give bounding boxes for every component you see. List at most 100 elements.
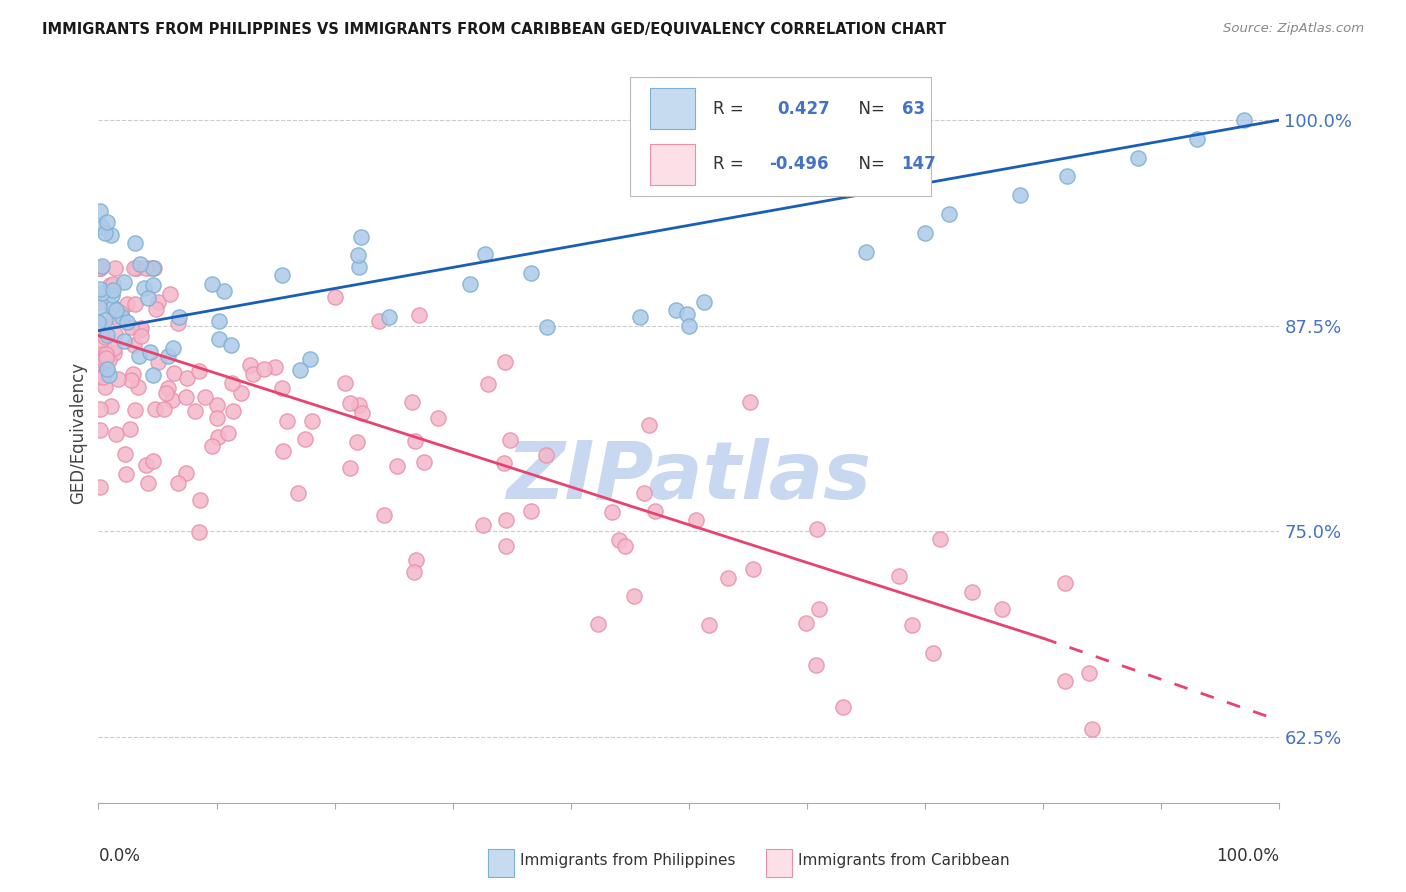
Point [141, 261, 163, 276]
Point [157, 381, 180, 395]
Point [614, 539, 637, 553]
Point [633, 486, 655, 500]
Text: 100.0%: 100.0% [1216, 847, 1279, 865]
Point [114, 447, 136, 461]
Point [120, 373, 142, 387]
Point [157, 349, 180, 363]
Point [174, 466, 197, 480]
Point [738, 395, 761, 409]
Point [239, 358, 262, 372]
Point [1054, 673, 1077, 688]
Point [101, 277, 124, 292]
Point [134, 281, 156, 295]
Point [117, 297, 139, 311]
Point [100, 399, 122, 413]
Point [91, 351, 114, 365]
Point [367, 314, 389, 328]
Point [94, 226, 117, 240]
Point [692, 295, 714, 310]
Point [697, 618, 720, 632]
Point [536, 320, 558, 334]
Point [142, 261, 165, 276]
Point [477, 377, 499, 392]
Point [89, 360, 111, 375]
Point [103, 341, 125, 355]
Point [101, 288, 124, 302]
Point [139, 345, 162, 359]
Point [207, 429, 229, 443]
Point [103, 283, 125, 297]
Point [664, 303, 686, 318]
Point [107, 372, 129, 386]
Point [136, 291, 159, 305]
Point [298, 351, 321, 366]
Point [495, 539, 517, 553]
Point [98, 277, 121, 292]
Point [914, 226, 936, 240]
Point [427, 411, 450, 425]
Point [90, 219, 112, 234]
Point [685, 513, 707, 527]
Point [928, 532, 950, 546]
Point [264, 360, 287, 375]
Point [167, 310, 190, 324]
Point [89, 282, 111, 296]
Point [221, 376, 243, 390]
Point [122, 337, 145, 351]
Point [474, 247, 496, 261]
Text: R =: R = [713, 155, 748, 173]
Y-axis label: GED/Equivalency: GED/Equivalency [69, 361, 87, 504]
Text: N=: N= [848, 155, 890, 173]
Point [346, 434, 368, 449]
Point [135, 261, 157, 276]
Point [335, 376, 357, 390]
Point [96, 214, 118, 228]
Point [110, 306, 132, 320]
Point [887, 569, 910, 583]
Point [190, 493, 212, 508]
Point [118, 422, 141, 436]
Point [794, 615, 817, 630]
Point [127, 380, 149, 394]
Point [142, 277, 165, 292]
Point [623, 589, 645, 603]
Point [413, 454, 436, 468]
Point [499, 433, 522, 447]
Point [124, 297, 146, 311]
Point [103, 346, 125, 360]
Point [401, 395, 423, 409]
Point [124, 236, 146, 251]
Point [200, 439, 222, 453]
Point [991, 601, 1014, 615]
Point [142, 454, 165, 468]
Point [214, 284, 236, 298]
Point [276, 414, 298, 428]
Point [124, 403, 146, 417]
Point [162, 393, 184, 408]
Point [588, 617, 610, 632]
Point [188, 364, 211, 378]
Point [146, 294, 169, 309]
Point [145, 301, 167, 316]
Point [373, 508, 395, 523]
Point [121, 367, 143, 381]
Point [152, 402, 174, 417]
Point [602, 504, 624, 518]
Point [350, 406, 373, 420]
Point [90, 259, 112, 273]
Text: -0.496: -0.496 [769, 155, 828, 173]
Point [94, 351, 117, 365]
Text: 147: 147 [901, 155, 936, 173]
Point [91, 370, 114, 384]
Point [1126, 151, 1149, 165]
Point [107, 311, 129, 326]
Point [103, 309, 125, 323]
Point [94, 330, 117, 344]
Point [387, 458, 409, 473]
Point [678, 318, 700, 333]
Point [104, 427, 127, 442]
Point [253, 361, 276, 376]
Point [273, 443, 295, 458]
Text: 0.0%: 0.0% [98, 847, 141, 865]
Text: N=: N= [848, 100, 890, 118]
